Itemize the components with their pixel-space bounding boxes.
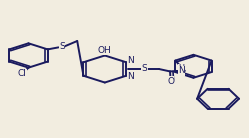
Text: S: S [59,42,65,51]
Text: H: H [179,64,185,73]
Text: S: S [142,64,148,74]
Text: OH: OH [98,46,112,55]
Text: N: N [127,72,134,81]
Text: Cl: Cl [18,69,27,78]
Text: O: O [167,77,174,86]
Text: N: N [127,56,134,65]
Text: N: N [178,66,185,75]
